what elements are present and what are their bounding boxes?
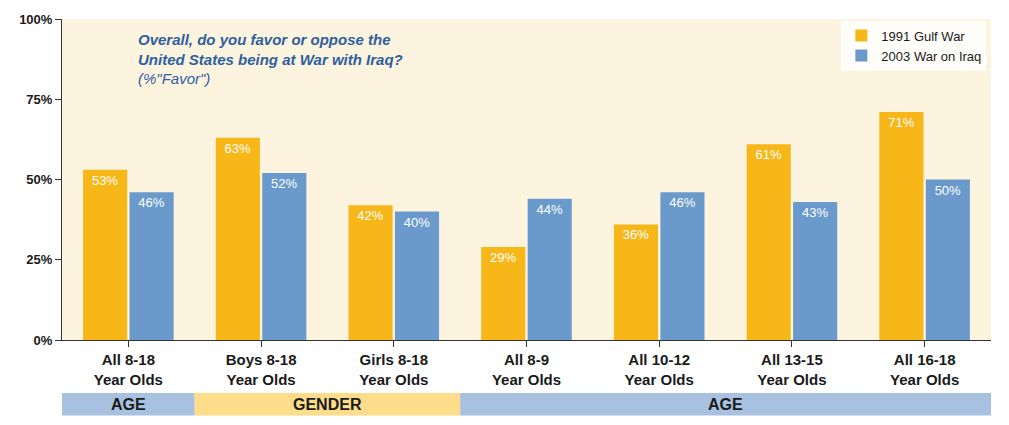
- svg-text:75%: 75%: [26, 92, 52, 107]
- svg-text:46%: 46%: [138, 195, 164, 210]
- svg-text:29%: 29%: [490, 250, 516, 265]
- svg-text:53%: 53%: [92, 173, 118, 188]
- svg-text:All 16-18Year Olds: All 16-18Year Olds: [890, 351, 959, 388]
- svg-text:GENDER: GENDER: [293, 396, 362, 413]
- svg-text:50%: 50%: [26, 172, 52, 187]
- svg-text:71%: 71%: [888, 115, 914, 130]
- svg-text:Girls 8-18Year Olds: Girls 8-18Year Olds: [359, 351, 428, 388]
- svg-text:100%: 100%: [19, 12, 53, 27]
- svg-text:All 13-15Year Olds: All 13-15Year Olds: [757, 351, 826, 388]
- svg-text:43%: 43%: [802, 205, 828, 220]
- svg-text:Overall, do you favor or oppos: Overall, do you favor or oppose theUnite…: [138, 31, 403, 87]
- svg-text:AGE: AGE: [111, 396, 146, 413]
- svg-text:0%: 0%: [34, 333, 53, 348]
- svg-text:52%: 52%: [271, 176, 297, 191]
- svg-text:42%: 42%: [357, 208, 383, 223]
- svg-text:All 8-18Year Olds: All 8-18Year Olds: [94, 351, 163, 388]
- svg-text:50%: 50%: [935, 183, 961, 198]
- svg-text:2003 War on Iraq: 2003 War on Iraq: [881, 49, 981, 64]
- svg-text:1991 Gulf War: 1991 Gulf War: [881, 29, 965, 44]
- svg-text:All 8-9Year Olds: All 8-9Year Olds: [492, 351, 561, 388]
- svg-text:25%: 25%: [26, 252, 52, 267]
- svg-text:40%: 40%: [404, 215, 430, 230]
- svg-text:46%: 46%: [669, 195, 695, 210]
- svg-text:63%: 63%: [225, 141, 251, 156]
- svg-text:All 10-12Year Olds: All 10-12Year Olds: [625, 351, 694, 388]
- svg-text:44%: 44%: [536, 202, 562, 217]
- svg-text:AGE: AGE: [708, 396, 743, 413]
- svg-text:61%: 61%: [755, 147, 781, 162]
- svg-text:36%: 36%: [623, 227, 649, 242]
- svg-text:Boys 8-18Year Olds: Boys 8-18Year Olds: [226, 351, 297, 388]
